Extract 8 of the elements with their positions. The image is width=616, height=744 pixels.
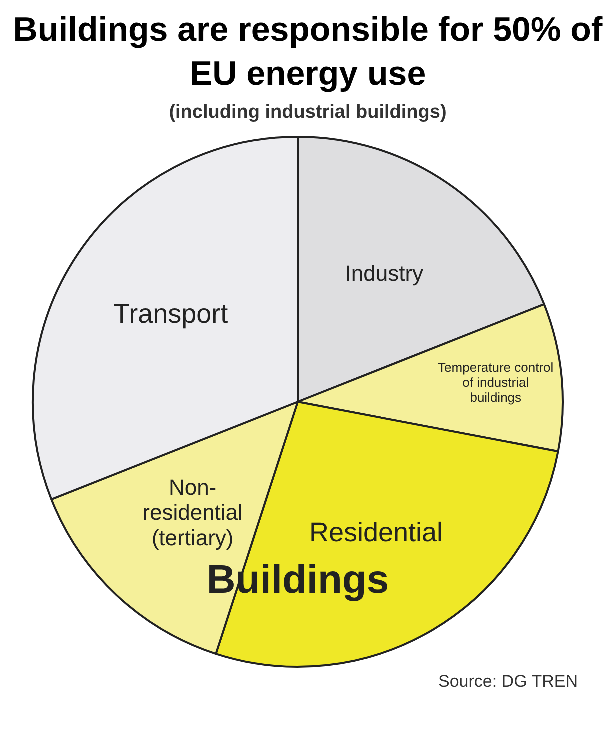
slice-label: Industry xyxy=(345,261,424,286)
source-note: Source: DG TREN xyxy=(437,672,579,692)
chart-title: Buildings are responsible for 50% of EU energy use xyxy=(12,10,604,96)
slice-label: Residential xyxy=(309,518,444,548)
slice-label: Temperature control of industrial buildings xyxy=(438,360,554,406)
chart-subtitle: (including industrial buildings) xyxy=(168,102,448,124)
slice-label: Transport xyxy=(114,299,229,330)
slice-label: Non-residential (tertiary) xyxy=(142,475,243,551)
